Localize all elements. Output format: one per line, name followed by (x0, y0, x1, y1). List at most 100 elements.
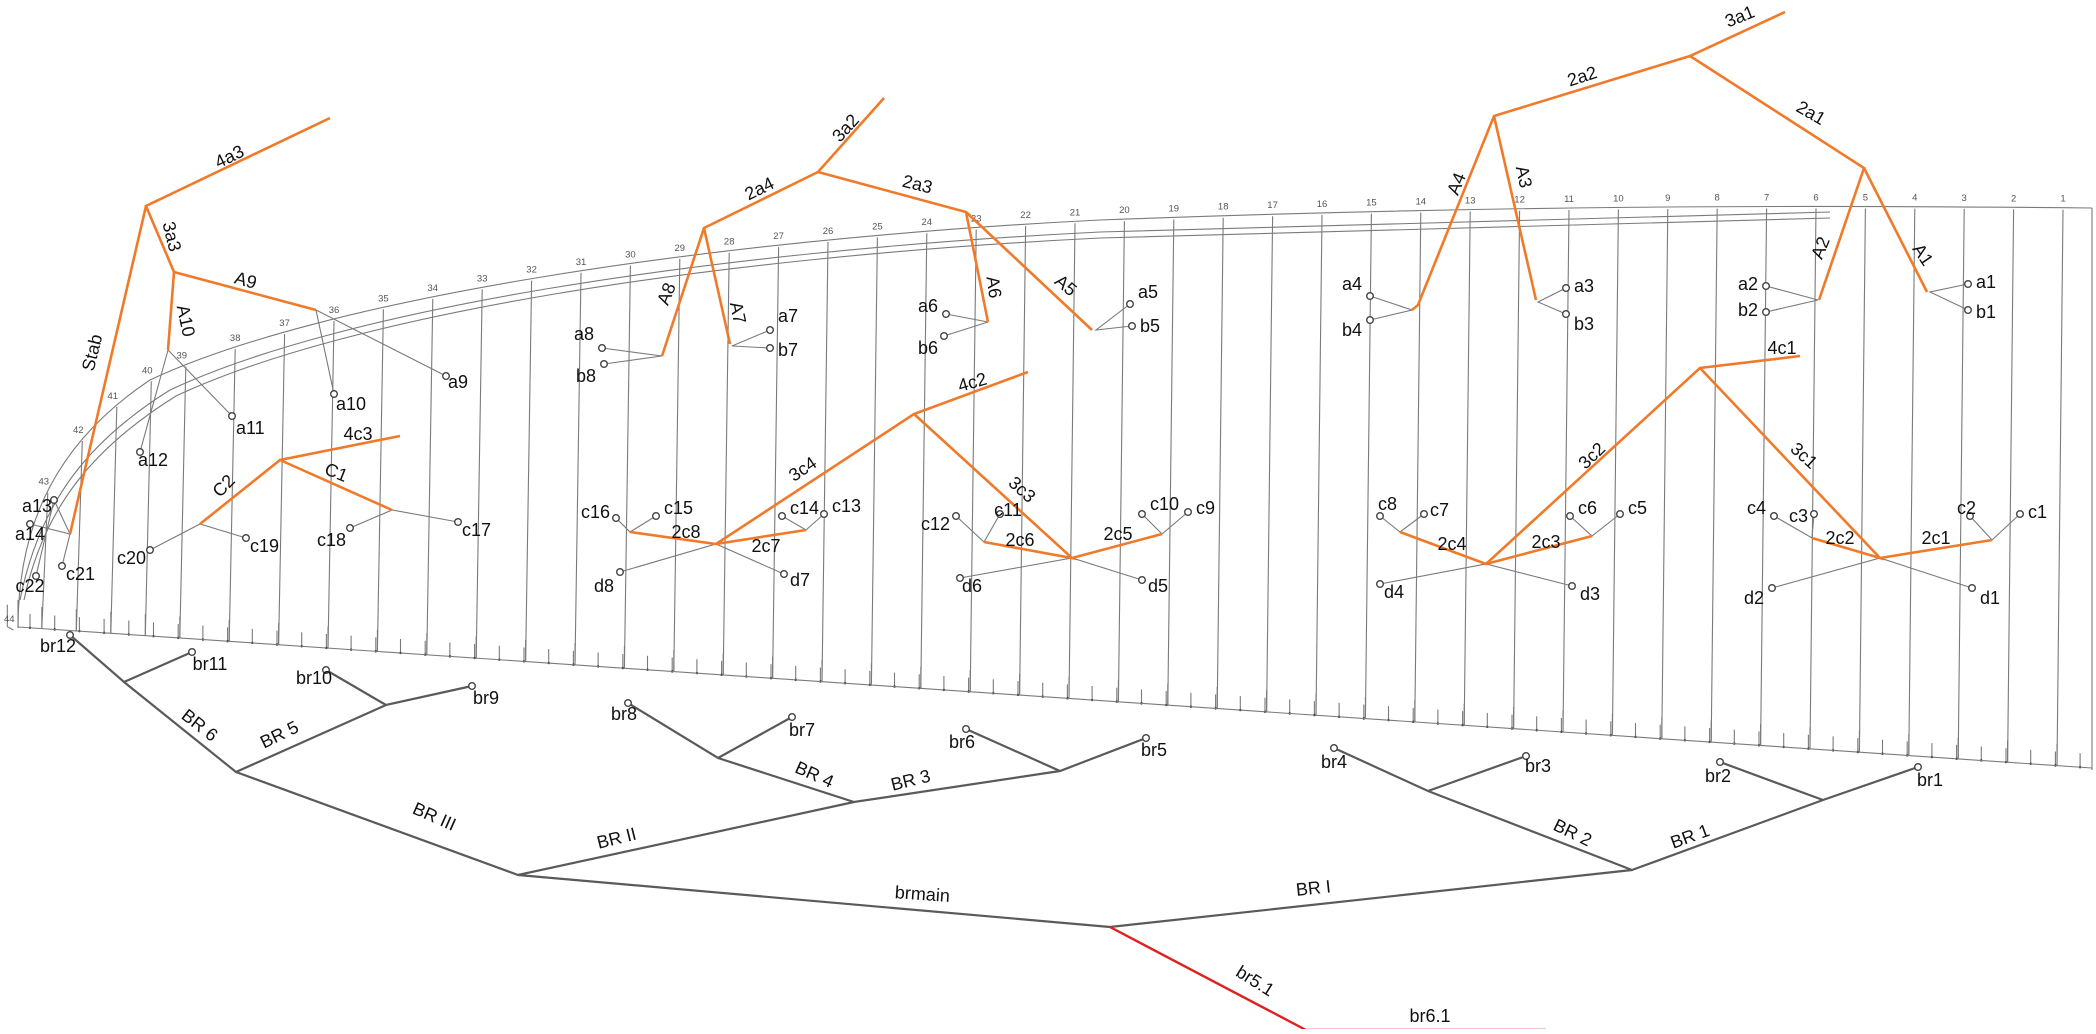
a11-node (227, 412, 236, 421)
c13-node (820, 510, 829, 519)
label-br10: br10 (296, 668, 332, 688)
label-A2: A2 (1807, 234, 1834, 262)
br-join-3-4 (1333, 746, 1527, 793)
label-4c3: 4c3 (343, 424, 372, 444)
tick-label-9: 9 (1665, 193, 1670, 204)
label-c1: c1 (2028, 502, 2047, 522)
label-A6: A6 (983, 275, 1006, 300)
orange-4a3-A9 (144, 116, 331, 312)
label-br4: br4 (1321, 752, 1347, 772)
br-join-5-6 (965, 727, 1147, 773)
c9-node (1183, 508, 1192, 517)
cable-10 (1611, 209, 1619, 736)
label-a14: a14 (15, 524, 45, 544)
label-br2: br2 (1705, 766, 1731, 786)
cable-32 (525, 280, 533, 662)
label-a3: a3 (1574, 276, 1594, 296)
b3-node (1561, 310, 1570, 319)
tick-label-23: 23 (971, 214, 982, 225)
label-4a3: 4a3 (211, 141, 247, 172)
tick-label-1: 1 (2060, 194, 2065, 205)
orange-A7 (702, 227, 732, 345)
label-a8: a8 (574, 324, 594, 344)
leaf-a5-b5 (1094, 303, 1133, 331)
label-c9: c9 (1196, 498, 1215, 518)
BRI-brmain (517, 868, 1633, 929)
tick-label-27: 27 (773, 231, 784, 242)
leaf-d3-d4 (1379, 563, 1573, 587)
cable-15 (1364, 213, 1372, 720)
br-join-11-12 (69, 634, 193, 684)
cable-17 (1266, 216, 1274, 713)
label-c13: c13 (832, 496, 861, 516)
leaf-a2-b2 (1765, 285, 1819, 313)
cable-38 (228, 348, 236, 642)
cable-25 (870, 237, 878, 686)
cable-21 (1068, 223, 1076, 699)
label-c22: c22 (15, 576, 44, 596)
label-b8: b8 (576, 366, 596, 386)
tick-label-20: 20 (1119, 205, 1130, 216)
label-2c7: 2c7 (751, 536, 780, 556)
label-2a3: 2a3 (900, 171, 934, 198)
a7-node (766, 326, 775, 335)
label-2a4: 2a4 (741, 173, 777, 204)
leaf-c17-c18 (349, 509, 459, 529)
tick-label-26: 26 (823, 226, 834, 237)
cable-1 (2056, 209, 2064, 767)
cable-41 (110, 406, 118, 634)
d8-node (616, 568, 625, 577)
label-b1: b1 (1976, 302, 1996, 322)
cable-19 (1167, 219, 1175, 706)
cable-20 (1117, 221, 1125, 703)
label-br11: br11 (193, 654, 228, 674)
tick-label-16: 16 (1317, 199, 1328, 210)
tick-label-41: 41 (108, 391, 119, 402)
br4-node (1329, 744, 1338, 753)
a6-node (942, 310, 951, 319)
leaf-d5-d6 (959, 557, 1143, 581)
label-d2: d2 (1744, 588, 1764, 608)
tick-label-44: 44 (4, 614, 15, 625)
tick-label-31: 31 (576, 257, 587, 268)
label-c6: c6 (1578, 498, 1597, 518)
label-b4: b4 (1342, 320, 1362, 340)
base-cable (17, 626, 2093, 769)
br-join-7-8 (627, 702, 793, 760)
label-c11: c11 (994, 500, 1022, 520)
c10-node (1137, 510, 1146, 519)
cable-13 (1463, 211, 1471, 726)
red-branches (1109, 925, 1546, 1032)
label-c19: c19 (250, 536, 279, 556)
br2-node (1715, 758, 1724, 767)
label-A10: A10 (173, 303, 199, 338)
label-brmain: brmain (894, 882, 950, 906)
a2-node (1761, 282, 1770, 291)
cable-39 (179, 366, 187, 639)
label-br12: br12 (40, 636, 76, 656)
label-a11: a11 (236, 418, 265, 438)
label-c21: c21 (66, 564, 95, 584)
label-br9: br9 (473, 688, 499, 708)
tick-label-29: 29 (675, 243, 686, 254)
leaf-d1-d2 (1771, 557, 1973, 589)
orange-4c2-3c4-2c8 (629, 370, 1029, 546)
label-3c1: 3c1 (1787, 438, 1822, 472)
BR1-BR2 (1427, 789, 1824, 872)
tick-label-4: 4 (1912, 193, 1917, 204)
label-4c2: 4c2 (956, 369, 989, 396)
cable-23 (969, 229, 977, 693)
red-branch (1109, 925, 1546, 1032)
gray-branches (29, 283, 2021, 929)
tick-label-36: 36 (329, 305, 340, 316)
leaf-c9-c10 (1141, 511, 1189, 535)
b7-node (766, 344, 775, 353)
label-BRII: BR II (595, 824, 639, 853)
arc-outer (17, 205, 2093, 629)
cable-34 (426, 298, 434, 656)
leaf-c15-c16 (615, 515, 657, 533)
a1-node (1963, 280, 1972, 289)
a3-node (1561, 284, 1570, 293)
label-a4: a4 (1342, 274, 1362, 294)
label-c8: c8 (1378, 494, 1397, 514)
